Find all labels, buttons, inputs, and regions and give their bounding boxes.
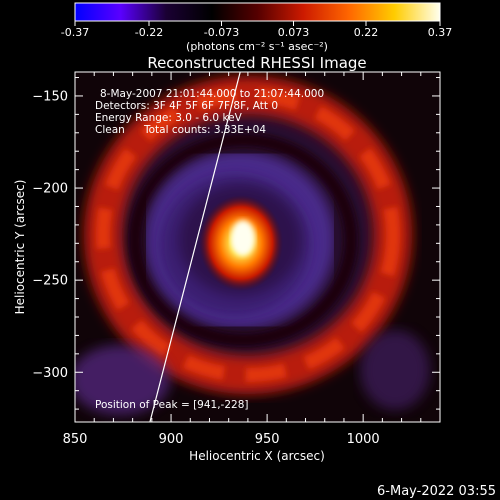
annotation-method: Clean [95,124,125,136]
x-tick-label: 900 [159,432,184,447]
y-axis-ticks: −150 −200 −250 −300 [32,77,440,410]
x-tick-label: 1000 [347,432,380,447]
x-tick-label: 950 [255,432,280,447]
colorbar [74,2,441,22]
x-axis-ticks: 850 900 950 1000 [63,72,422,447]
colorbar-tick-label: 0.22 [354,26,379,39]
annotation-time-range: 8-May-2007 21:01:44.000 to 21:07:44.000 [100,88,324,100]
solar-limb-line [149,72,241,422]
annotation-detectors: Detectors: 3F 4F 5F 6F 7F 8F, Att 0 [95,100,278,112]
colorbar-unit-label: (photons cm⁻² s⁻¹ asec⁻²) [186,40,328,53]
colorbar-tick-label: -0.22 [135,26,163,39]
colorbar-tick-label: 0.073 [278,26,310,39]
y-tick-label: −150 [32,89,68,104]
annotation-energy: Energy Range: 3.0 - 6.0 keV [95,112,243,124]
y-tick-label: −250 [32,274,68,289]
annotation-counts: Total counts: 3.33E+04 [143,124,266,136]
annotation-peak: Position of Peak = [941,-228] [95,399,249,411]
y-axis-label: Heliocentric Y (arcsec) [13,180,27,315]
colorbar-tick-label: -0.37 [61,26,89,39]
colorbar-ticks: -0.37 -0.22 -0.073 0.073 0.22 0.37 [61,21,452,39]
y-tick-label: −300 [32,366,68,381]
plot-frame [74,71,441,423]
colorbar-tick-label: 0.37 [428,26,453,39]
footer-timestamp: 6-May-2022 03:55 [377,484,496,499]
y-tick-label: −200 [32,182,68,197]
x-axis-label: Heliocentric X (arcsec) [189,449,325,463]
x-tick-label: 850 [63,432,88,447]
chart-title: Reconstructed RHESSI Image [147,54,366,72]
heatmap-image [75,72,440,422]
colorbar-tick-label: -0.073 [204,26,239,39]
